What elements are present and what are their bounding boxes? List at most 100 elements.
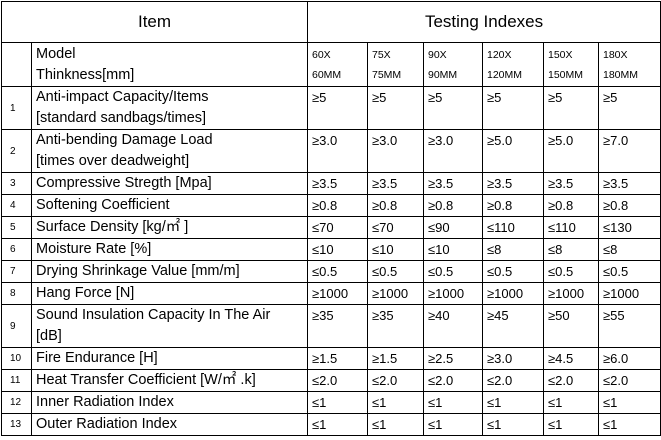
value-cell: ≤2.0 (423, 369, 483, 392)
table-row: 1 Anti-impact Capacity/Items [standard san… (1, 86, 661, 130)
model-cell: 75X 75MM (367, 42, 424, 87)
item-name-cell: Anti-impact Capacity/Items [standard sand… (31, 86, 308, 130)
item-unit: [times over deadweight] (36, 153, 190, 169)
model-cell: 60X 60MM (307, 42, 368, 87)
value-cell: ≥3.0 (307, 129, 368, 173)
item-name: Softening Coefficient (36, 197, 170, 213)
item-name: Surface Density [kg/㎡ ] (36, 219, 189, 235)
item-name-cell: Hang Force [N] (31, 282, 308, 305)
row-number: 13 (1, 413, 32, 436)
value-cell: ≥5 (482, 86, 544, 130)
item-name: Hang Force [N] (36, 285, 135, 301)
value-cell: ≥1.5 (307, 347, 368, 370)
value-cell: ≥1000 (482, 282, 544, 305)
value-cell: ≤1 (367, 391, 424, 414)
model-row-num-cell (1, 42, 32, 87)
value-cell: ≤0.5 (597, 260, 661, 283)
table-row: 11 Heat Transfer Coefficient [W/㎡ .k] ≤2.0… (1, 369, 661, 392)
value-cell: ≤10 (307, 238, 368, 261)
model-cell: 120X 120MM (482, 42, 544, 87)
row-number: 9 (1, 304, 32, 348)
value-cell: ≥3.5 (367, 172, 424, 195)
model-label-cell: Model Thinkness[mm] (31, 42, 308, 87)
row-number: 8 (1, 282, 32, 305)
table-row: 13 Outer Radiation Index ≤1 ≤1 ≤1 ≤1 ≤1 ≤1 (1, 413, 661, 436)
item-name-cell: Drying Shrinkage Value [mm/m] (31, 260, 308, 283)
value-cell: ≥2.5 (423, 347, 483, 370)
value-cell: ≥55 (597, 304, 661, 348)
row-number: 7 (1, 260, 32, 283)
item-name: Heat Transfer Coefficient [W/㎡ .k] (36, 372, 256, 388)
item-name: Moisture Rate [%] (36, 241, 152, 257)
value-cell: ≥0.8 (482, 194, 544, 217)
model-thickness: 120MM (487, 68, 523, 81)
value-cell: ≤10 (367, 238, 424, 261)
value-cell: ≥1000 (367, 282, 424, 305)
model-thickness: 180MM (603, 68, 639, 81)
item-name: Outer Radiation Index (36, 416, 178, 432)
value-cell: ≤70 (307, 216, 368, 239)
table-row: 7 Drying Shrinkage Value [mm/m] ≤0.5 ≤0.5 ≤0… (1, 260, 661, 283)
value-cell: ≥6.0 (597, 347, 661, 370)
model-thickness: 150MM (548, 68, 584, 81)
item-name-cell: Moisture Rate [%] (31, 238, 308, 261)
value-cell: ≥35 (307, 304, 368, 348)
row-number: 6 (1, 238, 32, 261)
value-cell: ≥0.8 (423, 194, 483, 217)
value-cell: ≥45 (482, 304, 544, 348)
item-name: Compressive Stregth [Mpa] (36, 175, 212, 191)
value-cell: ≤10 (423, 238, 483, 261)
value-cell: ≥35 (367, 304, 424, 348)
value-cell: ≤2.0 (307, 369, 368, 392)
value-cell: ≥5 (423, 86, 483, 130)
value-cell: ≤1 (307, 413, 368, 436)
value-cell: ≤1 (423, 391, 483, 414)
model-code: 120X (487, 48, 512, 61)
thickness-label: Thinkness[mm] (36, 66, 135, 83)
table-row: 12 Inner Radiation Index ≤1 ≤1 ≤1 ≤1 ≤1 ≤1 (1, 391, 661, 414)
table-row: 8 Hang Force [N] ≥1000 ≥1000 ≥1000 ≥1000 ≥1000… (1, 282, 661, 305)
value-cell: ≥0.8 (307, 194, 368, 217)
row-number: 5 (1, 216, 32, 239)
table-row: 10 Fire Endurance [H] ≥1.5 ≥1.5 ≥2.5 ≥3.0 ≥4.5… (1, 347, 661, 370)
model-thickness: 75MM (372, 68, 402, 81)
model-cell: 90X 90MM (423, 42, 483, 87)
value-cell: ≤0.5 (307, 260, 368, 283)
value-cell: ≥40 (423, 304, 483, 348)
value-cell: ≥1.5 (367, 347, 424, 370)
value-cell: ≤1 (597, 391, 661, 414)
model-code: 150X (548, 48, 573, 61)
item-name: Drying Shrinkage Value [mm/m] (36, 263, 240, 279)
value-cell: ≥3.0 (482, 347, 544, 370)
model-thickness: 90MM (428, 68, 458, 81)
value-cell: ≥1000 (307, 282, 368, 305)
item-name: Anti-bending Damage Load (36, 132, 213, 148)
item-name-cell: Surface Density [kg/㎡ ] (31, 216, 308, 239)
value-cell: ≤0.5 (367, 260, 424, 283)
value-cell: ≤0.5 (423, 260, 483, 283)
row-number: 12 (1, 391, 32, 414)
value-cell: ≥3.5 (482, 172, 544, 195)
value-cell: ≤2.0 (367, 369, 424, 392)
row-number: 2 (1, 129, 32, 173)
item-name-cell: Heat Transfer Coefficient [W/㎡ .k] (31, 369, 308, 392)
value-cell: ≤8 (482, 238, 544, 261)
value-cell: ≥3.5 (597, 172, 661, 195)
row-number: 3 (1, 172, 32, 195)
value-cell: ≥5 (543, 86, 599, 130)
value-cell: ≤110 (543, 216, 599, 239)
table-row: 3 Compressive Stregth [Mpa] ≥3.5 ≥3.5 ≥3.5 ≥3… (1, 172, 661, 195)
value-cell: ≥5.0 (543, 129, 599, 173)
row-number: 11 (1, 369, 32, 392)
value-cell: ≤1 (543, 413, 599, 436)
item-header: Item (1, 1, 308, 43)
item-name-cell: Outer Radiation Index (31, 413, 308, 436)
model-code: 180X (603, 48, 628, 61)
value-cell: ≥0.8 (367, 194, 424, 217)
row-number: 4 (1, 194, 32, 217)
value-cell: ≤90 (423, 216, 483, 239)
model-row: Model Thinkness[mm] 60X 60MM 75X 75MM 90X 9… (1, 42, 661, 87)
item-name-cell: Sound Insulation Capacity In The Air [dB] (31, 304, 308, 348)
row-number: 1 (1, 86, 32, 130)
